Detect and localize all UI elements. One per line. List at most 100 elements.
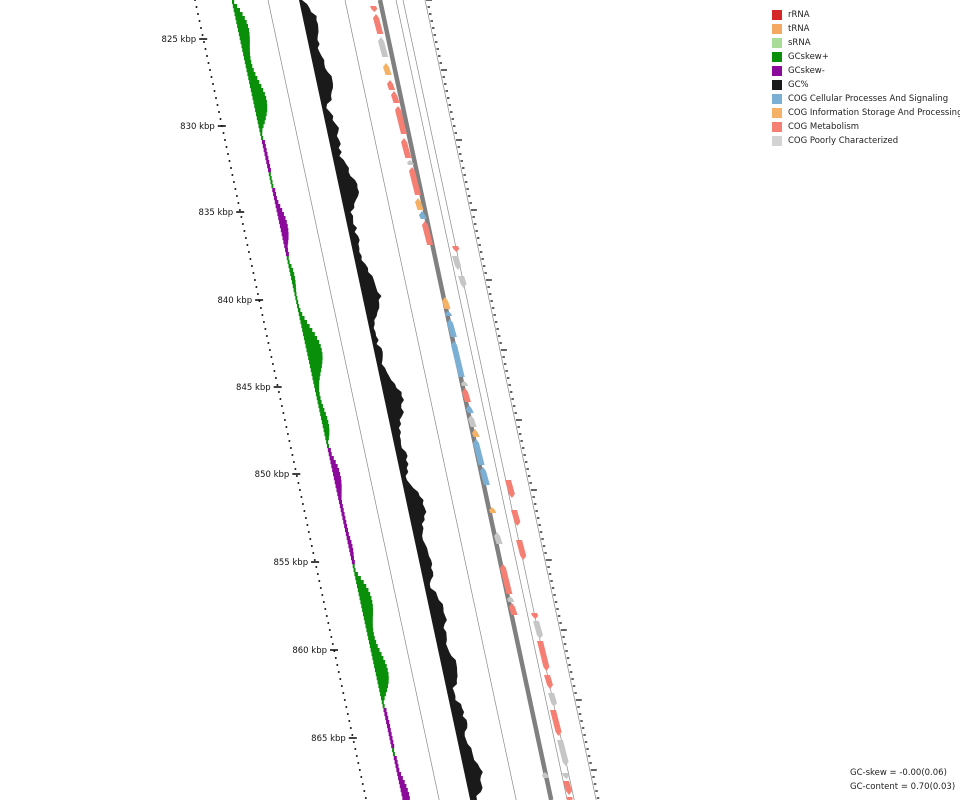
gc-skew-positive-bar (240, 40, 250, 45)
minor-tick (204, 48, 207, 50)
legend-swatch (772, 136, 782, 146)
minor-tick (315, 566, 318, 568)
gc-skew-negative-bar (347, 540, 352, 545)
minor-tick (297, 482, 300, 484)
gc-skew-positive-bar (380, 692, 386, 697)
minor-tick (300, 496, 303, 498)
gc-skew-positive-bar (315, 388, 320, 393)
ring-line (424, 0, 597, 800)
gc-skew-positive-bar (315, 392, 320, 397)
gc-skew-positive-bar (269, 176, 272, 181)
gc-skew-positive-bar (362, 612, 373, 617)
position-label: 845 kbp (236, 383, 271, 393)
legend-item: COG Poorly Characterized (772, 134, 960, 148)
gc-skew-positive-bar (232, 4, 238, 9)
gc-skew-positive-bar (249, 84, 262, 89)
gc-skew-negative-bar (384, 712, 388, 717)
gc-skew-negative-bar (395, 764, 399, 769)
gc-skew-negative-bar (265, 156, 269, 161)
minor-tick (225, 146, 228, 148)
gene-feature (419, 211, 427, 219)
gc-skew-positive-bar (249, 80, 260, 85)
minor-tick (198, 20, 201, 22)
gene-feature (472, 429, 480, 437)
gc-skew-negative-bar (279, 220, 287, 225)
gc-percent-plot (299, 0, 483, 800)
gene-feature (445, 311, 453, 316)
gc-skew-stat: GC-skew = -0.00(0.06) (850, 768, 947, 778)
gc-skew-positive-bar (374, 668, 388, 673)
gc-skew-negative-bar (401, 792, 409, 797)
gc-skew-positive-bar (301, 324, 310, 329)
gc-skew-negative-bar (335, 484, 342, 489)
gc-skew-negative-bar (388, 732, 392, 737)
gc-skew-positive-bar (363, 616, 373, 621)
minor-tick (363, 790, 366, 792)
legend-swatch (772, 108, 782, 118)
minor-tick (324, 608, 327, 610)
minor-tick (249, 258, 252, 260)
gc-skew-negative-bar (277, 212, 284, 217)
gc-skew-negative-bar (349, 548, 354, 553)
gc-skew-positive-bar (368, 636, 375, 641)
legend-swatch (772, 94, 782, 104)
gene-feature (391, 91, 400, 103)
gene-feature (383, 63, 392, 75)
legend-label: tRNA (788, 24, 810, 34)
minor-tick (234, 188, 237, 190)
gc-skew-negative-bar (264, 152, 268, 157)
minor-tick (230, 167, 232, 169)
gene-feature (542, 772, 550, 778)
gc-skew-positive-bar (378, 684, 388, 689)
gene-feature (480, 467, 490, 485)
minor-tick (330, 636, 333, 638)
gc-skew-positive-bar (367, 632, 374, 637)
minor-tick (306, 524, 309, 526)
legend-item: COG Cellular Processes And Signaling (772, 92, 960, 106)
minor-tick (361, 783, 364, 785)
gc-skew-negative-bar (389, 736, 393, 741)
position-label: 855 kbp (273, 558, 308, 568)
gc-skew-negative-bar (383, 708, 387, 713)
gc-skew-negative-bar (343, 520, 347, 525)
gc-skew-positive-bar (356, 580, 364, 585)
minor-tick (218, 111, 220, 113)
minor-tick (360, 776, 363, 778)
gc-skew-positive-bar (260, 132, 263, 137)
gc-skew-positive-bar (255, 112, 267, 117)
legend-label: COG Cellular Processes And Signaling (788, 94, 949, 104)
gc-skew-positive-bar (369, 644, 378, 649)
gc-skew-negative-bar (351, 560, 355, 565)
gc-skew-positive-bar (318, 404, 323, 409)
gene-feature (373, 14, 384, 34)
gc-skew-negative-bar (284, 244, 288, 249)
gc-skew-negative-bar (350, 556, 354, 561)
gene-feature (531, 613, 539, 619)
gc-skew-negative-bar (276, 208, 283, 213)
minor-tick (267, 342, 270, 344)
gc-skew-negative-bar (386, 724, 391, 729)
position-label: 830 kbp (180, 122, 215, 132)
gc-skew-negative-bar (387, 728, 391, 733)
gene-feature (466, 405, 474, 413)
gc-skew-positive-bar (317, 400, 322, 405)
gc-skew-negative-bar (400, 788, 408, 793)
minor-tick (237, 202, 240, 204)
gc-skew-positive-bar (370, 648, 380, 653)
gc-skew-positive-bar (246, 68, 254, 73)
gc-skew-negative-bar (340, 508, 344, 513)
position-label: 850 kbp (255, 470, 290, 480)
minor-tick (364, 797, 367, 799)
gc-skew-positive-bar (377, 680, 389, 685)
gc-skew-negative-bar (273, 192, 277, 197)
legend-item: GC% (772, 78, 960, 92)
minor-tick (339, 678, 342, 680)
gc-skew-negative-bar (402, 796, 410, 800)
gc-skew-negative-bar (285, 248, 289, 253)
gc-skew-negative-bar (263, 148, 267, 153)
legend-item: rRNA (772, 8, 960, 22)
gc-skew-negative-bar (281, 232, 289, 237)
minor-tick (270, 356, 273, 358)
legend-swatch (772, 52, 782, 62)
